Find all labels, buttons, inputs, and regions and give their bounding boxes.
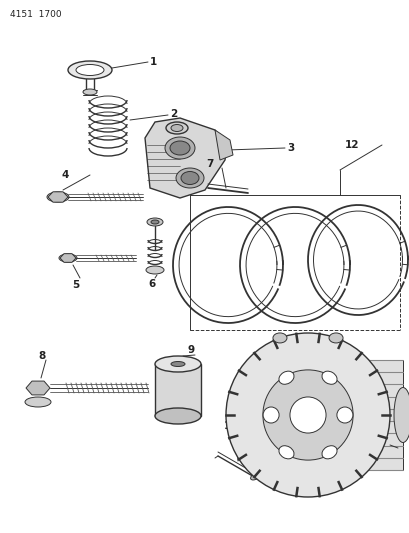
Ellipse shape: [250, 472, 261, 480]
Ellipse shape: [146, 266, 164, 274]
Text: 4151  1700: 4151 1700: [10, 10, 61, 19]
Text: 12: 12: [344, 140, 359, 150]
Bar: [335, 360, 402, 470]
Ellipse shape: [164, 137, 195, 159]
Text: 3: 3: [286, 143, 294, 153]
Text: 9: 9: [188, 345, 195, 355]
Text: 4: 4: [61, 170, 69, 180]
Ellipse shape: [175, 168, 204, 188]
Ellipse shape: [321, 446, 336, 459]
Ellipse shape: [166, 122, 188, 134]
Circle shape: [262, 370, 352, 460]
Text: 6: 6: [148, 279, 155, 289]
Polygon shape: [214, 130, 232, 160]
Ellipse shape: [47, 192, 69, 202]
Ellipse shape: [76, 64, 104, 76]
Circle shape: [225, 333, 389, 497]
Text: 10: 10: [223, 421, 238, 431]
Ellipse shape: [155, 408, 200, 424]
Circle shape: [336, 407, 352, 423]
Ellipse shape: [170, 141, 189, 155]
Ellipse shape: [180, 172, 198, 184]
Text: 11: 11: [344, 450, 359, 460]
Ellipse shape: [59, 254, 77, 262]
Polygon shape: [26, 381, 50, 395]
Ellipse shape: [272, 333, 286, 343]
Circle shape: [263, 407, 279, 423]
Text: 5: 5: [72, 280, 79, 290]
Ellipse shape: [68, 61, 112, 79]
Polygon shape: [145, 118, 227, 198]
Text: 1: 1: [150, 57, 157, 67]
Ellipse shape: [321, 371, 336, 384]
Circle shape: [289, 397, 325, 433]
Ellipse shape: [151, 220, 159, 224]
Bar: [155, 364, 200, 416]
Ellipse shape: [147, 218, 163, 226]
Ellipse shape: [393, 387, 409, 442]
Ellipse shape: [25, 397, 51, 407]
Ellipse shape: [328, 333, 342, 343]
Ellipse shape: [155, 356, 200, 372]
Ellipse shape: [278, 371, 293, 384]
Polygon shape: [60, 254, 76, 262]
Ellipse shape: [83, 89, 97, 95]
Text: 8: 8: [38, 351, 45, 361]
Ellipse shape: [171, 125, 182, 132]
Ellipse shape: [326, 387, 344, 442]
Text: 7: 7: [205, 159, 213, 169]
Text: 2: 2: [170, 109, 177, 119]
Ellipse shape: [171, 361, 184, 367]
Polygon shape: [48, 192, 68, 202]
Ellipse shape: [278, 446, 293, 459]
